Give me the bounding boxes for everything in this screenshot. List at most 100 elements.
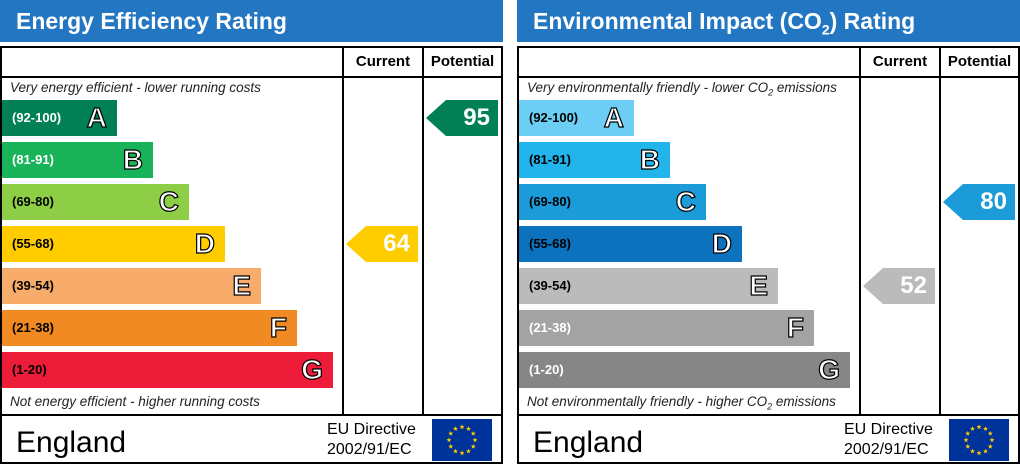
band-range: (69-80) <box>529 194 571 209</box>
header-divider <box>2 76 501 78</box>
desc-subscript: 2 <box>767 401 773 412</box>
band-letter: B <box>639 143 660 175</box>
desc-text-end: emissions <box>773 80 837 95</box>
band-letter: D <box>711 227 732 259</box>
band-letter: E <box>749 269 769 301</box>
column-divider <box>859 48 861 416</box>
top-description: Very energy efficient - lower running co… <box>10 80 261 95</box>
flag-star <box>965 430 971 436</box>
flag-star <box>976 450 982 456</box>
column-divider <box>939 48 941 416</box>
rating-band-f: (21-38) F <box>519 310 814 346</box>
current-column-header: Current <box>872 53 928 70</box>
directive-line-2: 2002/91/EC <box>844 441 929 458</box>
environment-frame: Current Potential Very environmentally f… <box>517 46 1020 464</box>
band-range: (1-20) <box>12 362 47 377</box>
flag-star <box>446 437 452 443</box>
desc-text: Not environmentally friendly - higher CO <box>527 394 768 409</box>
band-letter: E <box>232 269 252 301</box>
directive-line-2: 2002/91/EC <box>327 441 412 458</box>
flag-star <box>987 430 993 436</box>
footer-divider <box>2 414 501 416</box>
environment-title: Environmental Impact (CO2) Rating <box>517 0 1020 42</box>
rating-band-g: (1-20) G <box>2 352 333 388</box>
band-letter: F <box>269 311 287 343</box>
flag-star <box>965 443 971 449</box>
bottom-description: Not environmentally friendly - higher CO… <box>527 394 836 412</box>
potential-rating-value: 80 <box>980 188 1007 215</box>
current-rating-value: 64 <box>383 230 410 257</box>
rating-band-a: (92-100) A <box>519 100 634 136</box>
flag-star <box>983 426 988 431</box>
eu-flag-icon <box>949 419 1009 461</box>
flag-star <box>470 443 476 449</box>
flag-star <box>963 437 969 443</box>
top-description: Very environmentally friendly - lower CO… <box>527 80 837 98</box>
column-divider <box>342 48 344 416</box>
energy-frame: Current Potential Very energy efficient … <box>0 46 503 464</box>
footer-divider <box>519 414 1018 416</box>
rating-band-b: (81-91) B <box>2 142 153 178</box>
band-letter: G <box>818 353 841 385</box>
directive-label: EU Directive 2002/91/EC <box>844 420 933 460</box>
flag-star <box>976 424 982 430</box>
band-letter: C <box>158 185 179 217</box>
flag-star <box>470 430 476 436</box>
flag-star <box>453 426 458 431</box>
current-rating-arrow: 64 <box>346 226 418 262</box>
title-text: Environmental Impact (CO <box>533 8 822 34</box>
flag-star <box>983 448 988 454</box>
rating-band-f: (21-38) F <box>2 310 297 346</box>
band-range: (1-20) <box>529 362 564 377</box>
directive-label: EU Directive 2002/91/EC <box>327 420 416 460</box>
potential-rating-value: 95 <box>463 104 490 131</box>
bottom-description: Not energy efficient - higher running co… <box>10 394 260 409</box>
flag-star <box>453 448 458 454</box>
eu-flag-icon <box>432 419 492 461</box>
country-label: England <box>16 426 127 459</box>
current-column-header: Current <box>355 53 411 70</box>
energy-efficiency-panel: Energy Efficiency Rating Current Potenti… <box>0 0 503 464</box>
band-letter: D <box>194 227 215 259</box>
band-letter: A <box>603 101 624 133</box>
energy-title: Energy Efficiency Rating <box>0 0 503 42</box>
flag-star <box>459 450 465 456</box>
potential-column-header: Potential <box>430 53 495 70</box>
band-range: (21-38) <box>529 320 571 335</box>
title-text-end: ) Rating <box>829 8 916 34</box>
flag-star <box>970 426 975 431</box>
band-letter: G <box>301 353 324 385</box>
band-range: (92-100) <box>529 110 579 125</box>
band-range: (81-91) <box>12 152 54 167</box>
current-rating-value: 52 <box>900 272 927 299</box>
desc-text: Very environmentally friendly - lower CO <box>527 80 769 95</box>
column-divider <box>422 48 424 416</box>
band-range: (21-38) <box>12 320 54 335</box>
band-letter: A <box>86 101 107 133</box>
flag-star <box>987 443 993 449</box>
band-range: (92-100) <box>12 110 62 125</box>
desc-subscript: 2 <box>768 87 774 98</box>
potential-rating-arrow: 80 <box>943 184 1015 220</box>
rating-band-a: (92-100) A <box>2 100 117 136</box>
rating-band-d: (55-68) D <box>2 226 225 262</box>
band-range: (39-54) <box>12 278 54 293</box>
flag-star <box>466 426 471 431</box>
flag-star <box>466 448 471 454</box>
environmental-impact-panel: Environmental Impact (CO2) Rating Curren… <box>517 0 1020 464</box>
band-letter: F <box>786 311 804 343</box>
title-subscript: 2 <box>821 21 830 38</box>
rating-band-e: (39-54) E <box>519 268 778 304</box>
rating-band-e: (39-54) E <box>2 268 261 304</box>
flag-star <box>459 424 465 430</box>
flag-star <box>448 430 454 436</box>
flag-star <box>989 437 995 443</box>
flag-star <box>970 448 975 454</box>
country-label: England <box>533 426 644 459</box>
band-letter: C <box>675 185 696 217</box>
band-range: (69-80) <box>12 194 54 209</box>
directive-line-1: EU Directive <box>327 421 416 438</box>
flag-star <box>472 437 478 443</box>
header-divider <box>519 76 1018 78</box>
directive-line-1: EU Directive <box>844 421 933 438</box>
